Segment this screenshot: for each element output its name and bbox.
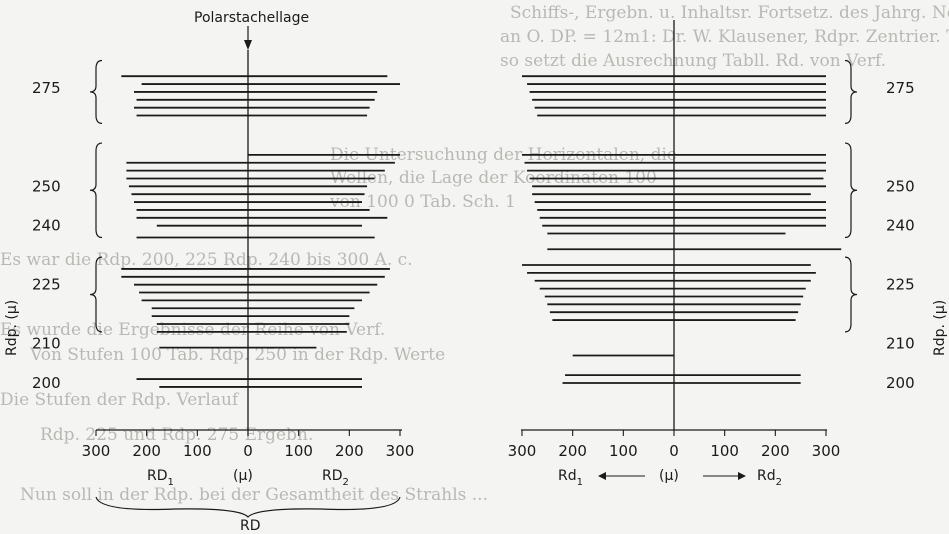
x-tick-label: 300 — [386, 442, 415, 460]
level-label: 200 — [32, 374, 61, 392]
level-label: 240 — [886, 217, 915, 235]
level-label: 225 — [886, 276, 915, 294]
left-panel: 300 200 100 0 100 200 300 275 250 240 225 210 200 R… — [32, 50, 414, 534]
right-x-ticks: 300 200 100 0 100 200 300 — [508, 430, 841, 460]
right-arrow-icon — [703, 472, 746, 480]
right-panel: 300 200 100 0 100 200 300 275 250 240 225 210 200 R… — [508, 20, 915, 488]
x-tick-label: 100 — [609, 442, 638, 460]
x-tick-label: 100 — [284, 442, 313, 460]
background-text-line: Die Untersuchung der Horizontalen, die — [330, 145, 677, 165]
level-brace-icon — [844, 256, 858, 333]
left-bars — [121, 75, 400, 388]
level-label: 250 — [886, 177, 915, 195]
left-x-ticks: 300 200 100 0 100 200 300 — [82, 430, 415, 460]
left-rd1-label: RD1 — [147, 468, 174, 488]
background-text-line: Schiffs-, Ergebn. u. Inhaltsr. Fortsetz.… — [510, 3, 949, 23]
level-label: 210 — [886, 335, 915, 353]
level-label: 225 — [32, 276, 61, 294]
x-tick-label: 100 — [710, 442, 739, 460]
background-text-line: Von Stufen 100 Tab. Rdp. 250 in der Rdp.… — [29, 345, 445, 365]
background-text-line: an O. DP. = 12m1: Dr. W. Klausener, Rdpr… — [500, 27, 949, 47]
level-label: 200 — [886, 374, 915, 392]
right-level-labels: 275 250 240 225 210 200 — [886, 79, 915, 392]
x-tick-label: 200 — [558, 442, 587, 460]
right-rd1-label: Rd1 — [558, 468, 583, 488]
right-bars — [522, 75, 842, 384]
left-y-axis-title: Rdp. (μ) — [4, 300, 20, 356]
polar-spine-arrow-icon — [244, 26, 252, 50]
x-tick-label: 300 — [82, 442, 111, 460]
level-brace-icon — [844, 59, 858, 124]
level-brace-icon — [844, 142, 858, 239]
x-tick-label: 0 — [669, 442, 679, 460]
right-rd2-label: Rd2 — [757, 468, 782, 488]
level-brace-icon — [89, 256, 103, 333]
level-brace-icon — [89, 59, 103, 124]
background-text-line: Die Stufen der Rdp. Verlauf — [0, 390, 240, 410]
x-tick-label: 300 — [508, 442, 537, 460]
right-y-axis-title: Rdp. (μ) — [932, 300, 948, 356]
background-text-line: Es war die Rdp. 200, 225 Rdp. 240 bis 30… — [0, 250, 413, 270]
rd-total-label: RD — [240, 518, 261, 534]
left-rd2-label: RD2 — [322, 468, 349, 488]
level-label: 275 — [32, 79, 61, 97]
background-text-line: von 100 0 Tab. Sch. 1 — [329, 192, 516, 212]
background-text-line: so setzt die Ausrechnung Tabll. Rd. von … — [500, 51, 886, 71]
level-label: 275 — [886, 79, 915, 97]
right-unit-label: (μ) — [659, 468, 679, 484]
left-level-labels: 275 250 240 225 210 200 — [32, 79, 61, 392]
polar-spine-label: Polarstachellage — [194, 10, 309, 26]
level-brace-icon — [89, 142, 103, 239]
x-tick-label: 200 — [335, 442, 364, 460]
left-unit-label: (μ) — [233, 468, 253, 484]
background-text-line: Wellen, die Lage der Koordinaten 100 — [330, 168, 657, 188]
x-tick-label: 200 — [761, 442, 790, 460]
level-label: 250 — [32, 177, 61, 195]
x-tick-label: 300 — [812, 442, 841, 460]
x-tick-label: 200 — [132, 442, 161, 460]
left-arrow-icon — [598, 472, 645, 480]
x-tick-label: 0 — [243, 442, 253, 460]
level-label: 210 — [32, 335, 61, 353]
rd-total-brace-icon — [95, 496, 401, 518]
level-label: 240 — [32, 217, 61, 235]
x-tick-label: 100 — [183, 442, 212, 460]
left-braces — [89, 59, 103, 333]
right-braces — [844, 59, 858, 333]
background-text-line: Nun soll in der Rdp. bei der Gesamtheit … — [20, 485, 488, 505]
